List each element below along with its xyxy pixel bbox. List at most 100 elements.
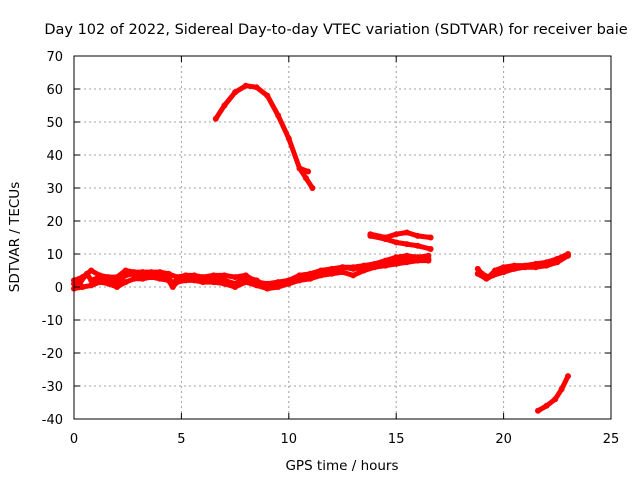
data-point xyxy=(532,264,539,271)
plot-frame xyxy=(73,55,612,420)
data-point xyxy=(414,242,421,249)
data-point xyxy=(307,270,314,277)
y-tick-label: 10 xyxy=(46,248,63,263)
data-point xyxy=(210,272,217,279)
data-point xyxy=(174,274,181,281)
data-point xyxy=(500,264,507,271)
data-point xyxy=(165,277,172,284)
data-point xyxy=(425,252,432,259)
data-point xyxy=(305,168,312,175)
x-axis-label: GPS time / hours xyxy=(285,458,398,474)
data-point xyxy=(242,279,249,286)
data-point xyxy=(264,92,271,99)
data-point xyxy=(210,279,217,286)
data-point xyxy=(367,232,374,239)
data-point xyxy=(232,274,239,281)
data-point xyxy=(403,229,410,236)
data-point xyxy=(156,275,163,282)
data-point xyxy=(414,257,421,264)
data-point xyxy=(182,272,189,279)
data-point xyxy=(350,272,357,279)
x-tick-label: 0 xyxy=(70,432,78,447)
x-tick-label: 15 xyxy=(388,432,405,447)
data-point xyxy=(131,275,138,282)
data-point xyxy=(328,270,335,277)
data-point xyxy=(565,252,571,259)
data-point xyxy=(309,185,316,191)
data-point xyxy=(182,277,189,284)
y-tick-label: -20 xyxy=(42,347,63,362)
data-point xyxy=(88,277,95,284)
data-point xyxy=(489,272,496,279)
data-point xyxy=(427,234,434,241)
data-point xyxy=(403,252,410,259)
data-point xyxy=(552,396,559,403)
data-series-arc xyxy=(213,83,315,191)
data-point xyxy=(425,257,432,264)
data-point xyxy=(361,262,367,269)
data-point xyxy=(474,265,481,272)
data-point xyxy=(139,275,146,282)
data-point xyxy=(318,267,324,274)
data-point xyxy=(339,264,346,271)
data-point xyxy=(199,279,206,286)
data-point xyxy=(122,279,129,286)
data-point xyxy=(264,280,271,287)
ticks-layer: -40 -30 -20 -10 0 10 20 30 40 50 60 70 0 5 10 15 20 25 xyxy=(42,50,620,447)
data-point xyxy=(156,269,163,276)
data-point xyxy=(350,264,357,271)
data-point xyxy=(96,279,103,286)
grid-layer xyxy=(74,56,611,419)
data-point xyxy=(427,246,434,252)
data-point xyxy=(232,284,239,290)
y-tick-label: 20 xyxy=(46,215,63,230)
x-tick-label: 5 xyxy=(177,432,185,447)
data-point xyxy=(114,284,120,290)
y-tick-label: 50 xyxy=(46,116,63,131)
data-point xyxy=(303,175,309,182)
data-point xyxy=(393,239,400,246)
data-point xyxy=(285,280,292,287)
y-tick-label: -10 xyxy=(42,314,63,329)
data-point xyxy=(253,282,260,289)
data-series-bottom-curve xyxy=(535,373,571,414)
data-point xyxy=(285,135,292,142)
data-point xyxy=(174,279,181,286)
y-tick-label: 0 xyxy=(55,281,63,296)
data-point xyxy=(382,236,389,243)
data-point xyxy=(296,272,303,279)
y-axis-label: SDTVAR / TECUs xyxy=(7,182,23,292)
data-point xyxy=(264,285,271,292)
data-point xyxy=(275,279,282,286)
data-point xyxy=(318,272,324,279)
y-tick-label: -40 xyxy=(42,413,63,428)
data-point xyxy=(296,165,303,172)
chart-title: Day 102 of 2022, Sidereal Day-to-day VTE… xyxy=(44,22,627,38)
y-tick-label: 60 xyxy=(46,83,63,98)
data-point xyxy=(474,270,481,277)
data-point xyxy=(328,265,335,272)
data-point xyxy=(131,269,138,276)
data-point xyxy=(88,267,95,274)
data-point xyxy=(191,277,198,284)
y-tick-label: 30 xyxy=(46,182,63,197)
data-point xyxy=(79,274,86,281)
data-point xyxy=(232,89,239,96)
data-point xyxy=(148,269,155,276)
data-point xyxy=(139,269,146,276)
data-point xyxy=(403,241,410,248)
data-point xyxy=(221,102,228,109)
data-point xyxy=(242,82,249,89)
data-point xyxy=(565,373,571,380)
data-point xyxy=(543,402,550,409)
data-point xyxy=(88,282,95,289)
x-tick-label: 20 xyxy=(495,432,512,447)
data-point xyxy=(114,274,120,281)
data-series-right-band-lower xyxy=(475,253,571,282)
x-tick-label: 10 xyxy=(281,432,298,447)
data-point xyxy=(96,272,103,279)
data-point xyxy=(105,274,112,281)
data-point xyxy=(191,272,198,279)
data-point xyxy=(511,265,518,272)
